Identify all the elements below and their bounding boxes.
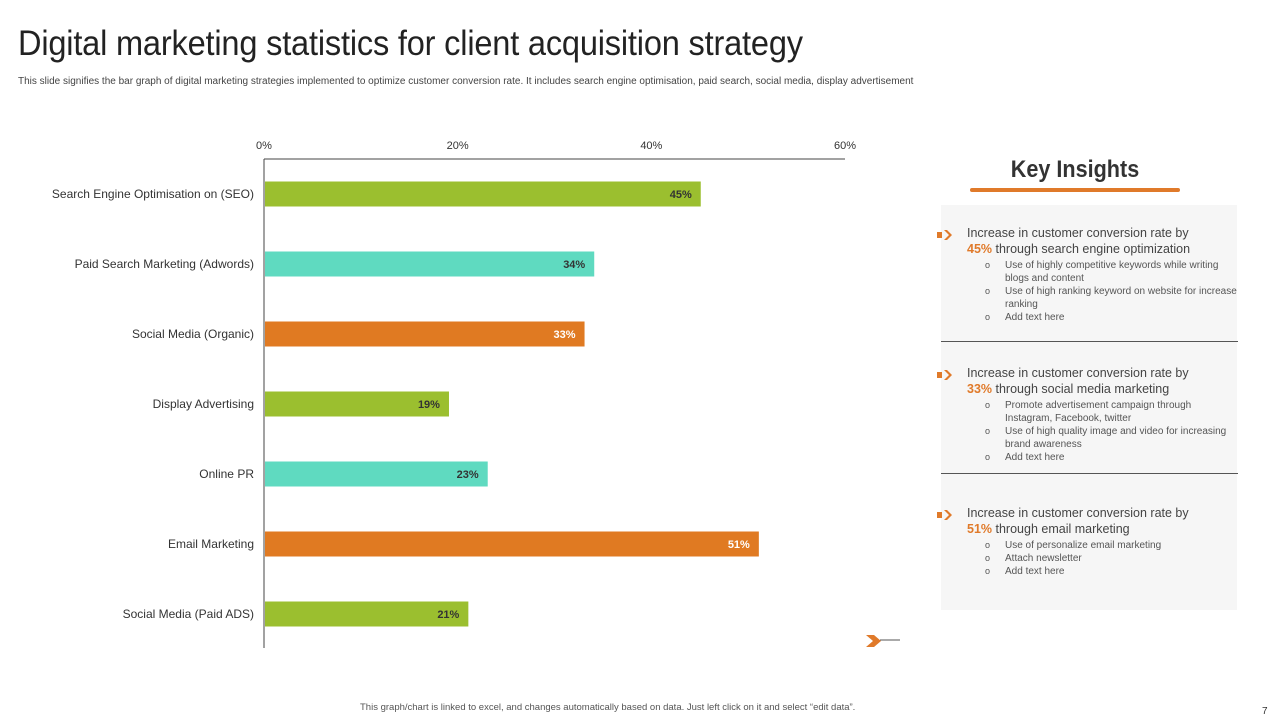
bar-value-label: 34%	[563, 259, 585, 271]
connector-arrow-icon	[866, 635, 881, 647]
y-category-label: Email Marketing	[168, 537, 254, 551]
insight-bullets: Use of personalize email marketing Attac…	[967, 539, 1237, 578]
bar-value-label: 51%	[728, 539, 750, 551]
page-subtitle: This slide signifies the bar graph of di…	[18, 76, 914, 87]
insight-heading-rest: through social media marketing	[992, 382, 1170, 396]
page-title: Digital marketing statistics for client …	[18, 24, 803, 63]
bar-chart: 0% 20% 40% 60% Search Engine Optimisation on…	[52, 140, 900, 648]
insight-heading-rest: through email marketing	[992, 522, 1130, 536]
insight-heading-text: Increase in customer conversion rate by	[967, 366, 1189, 380]
insight-item: Increase in customer conversion rate by …	[937, 225, 1237, 324]
bar	[265, 601, 469, 627]
insight-item: Increase in customer conversion rate by …	[937, 505, 1237, 578]
bar	[265, 251, 595, 277]
insight-percent: 33%	[967, 382, 993, 396]
chevron-right-icon	[937, 370, 952, 380]
insight-heading: Increase in customer conversion rate by …	[967, 225, 1237, 257]
insight-bullets: Promote advertisement campaign through I…	[967, 399, 1237, 464]
insight-divider	[941, 341, 1238, 342]
bar	[265, 391, 449, 417]
y-category-label: Social Media (Organic)	[132, 327, 254, 341]
x-tick-label: 0%	[256, 140, 272, 152]
bar	[265, 461, 488, 487]
footer-note: This graph/chart is linked to excel, and…	[360, 702, 856, 713]
insight-bullet: Use of high quality image and video for …	[985, 425, 1237, 451]
insight-divider	[941, 473, 1238, 474]
insight-heading: Increase in customer conversion rate by …	[967, 505, 1237, 537]
insight-bullet: Add text here	[985, 311, 1237, 324]
bar	[265, 181, 701, 207]
insight-percent: 51%	[967, 522, 993, 536]
bar-value-label: 19%	[418, 399, 440, 411]
y-category-label: Search Engine Optimisation on (SEO)	[52, 187, 254, 201]
insight-bullet: Promote advertisement campaign through I…	[985, 399, 1237, 425]
bar-value-label: 23%	[457, 469, 479, 481]
insight-bullet: Add text here	[985, 451, 1237, 464]
insight-bullet: Use of personalize email marketing	[985, 539, 1237, 552]
insight-heading-text: Increase in customer conversion rate by	[967, 226, 1189, 240]
insight-bullets: Use of highly competitive keywords while…	[967, 259, 1237, 324]
y-category-label: Online PR	[199, 467, 254, 481]
insight-bullet: Use of high ranking keyword on website f…	[985, 285, 1237, 311]
bar-value-label: 33%	[554, 329, 576, 341]
y-category-label: Social Media (Paid ADS)	[123, 607, 254, 621]
insight-heading-rest: through search engine optimization	[992, 242, 1191, 256]
insight-bullet: Add text here	[985, 565, 1237, 578]
y-category-label: Paid Search Marketing (Adwords)	[75, 257, 254, 271]
bar-value-label: 21%	[437, 609, 459, 621]
insight-item: Increase in customer conversion rate by …	[937, 365, 1237, 464]
y-category-label: Display Advertising	[153, 397, 254, 411]
insight-percent: 45%	[967, 242, 993, 256]
insights-underline	[970, 188, 1180, 192]
x-tick-label: 40%	[640, 140, 662, 152]
chevron-right-icon	[937, 230, 952, 240]
x-tick-label: 20%	[447, 140, 469, 152]
page-number: 7	[1262, 706, 1268, 717]
bar	[265, 321, 585, 347]
insight-heading-text: Increase in customer conversion rate by	[967, 506, 1189, 520]
insight-heading: Increase in customer conversion rate by …	[967, 365, 1237, 397]
bar-value-label: 45%	[670, 189, 692, 201]
chevron-right-icon	[937, 510, 952, 520]
insight-bullet: Attach newsletter	[985, 552, 1237, 565]
bar	[265, 531, 759, 557]
insights-title: Key Insights	[1010, 156, 1140, 183]
insight-bullet: Use of highly competitive keywords while…	[985, 259, 1237, 285]
x-tick-label: 60%	[834, 140, 856, 152]
